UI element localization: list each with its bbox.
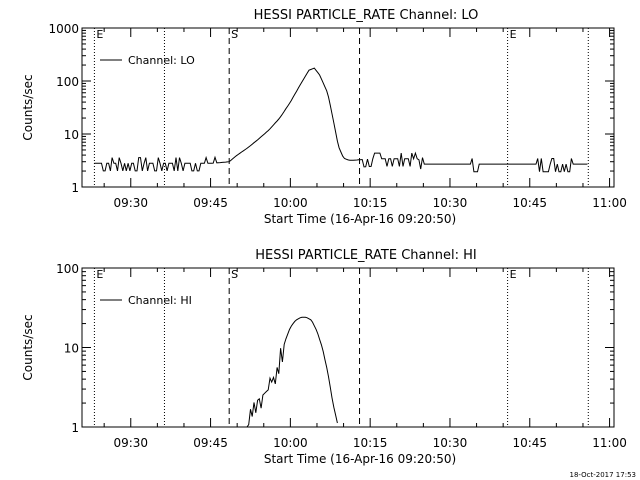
series-line [94,67,588,173]
x-tick-label: 09:45 [193,436,228,450]
x-tick-label: 10:45 [512,436,547,450]
plot-frame [81,27,615,188]
x-axis-label: Start Time (16-Apr-16 09:20:50) [264,212,456,226]
legend-label: Channel: LO [128,54,195,67]
event-marker-label: S [231,28,238,41]
legend-label: Channel: HI [128,294,192,307]
chart-title: HESSI PARTICLE_RATE Channel: LO [254,8,479,23]
x-tick-label: 09:45 [193,196,228,210]
chart-title: HESSI PARTICLE_RATE Channel: HI [255,248,476,263]
x-tick-label: 10:00 [273,436,308,450]
event-marker-label: S [231,268,238,281]
x-tick-label: 09:30 [113,436,148,450]
y-tick-label: 1000 [48,22,79,36]
x-tick-label: 09:30 [113,196,148,210]
y-tick-label: 10 [64,342,79,356]
y-tick-label: 1 [71,181,79,195]
x-tick-label: 10:30 [433,436,468,450]
x-tick-label: 10:45 [512,196,547,210]
x-tick-label: 11:00 [592,196,627,210]
chart-panel-0: HESSI PARTICLE_RATE Channel: LO 1 10 100 100… [21,8,627,226]
x-tick-label: 10:00 [273,196,308,210]
event-marker-label: E [96,28,103,41]
y-tick-label: 1 [71,421,79,435]
chart-panel-1: HESSI PARTICLE_RATE Channel: HI 1 10 100 Cou… [21,248,627,466]
y-axis-label: Counts/sec [21,74,35,140]
x-tick-label: 10:15 [353,196,388,210]
x-tick-label: 11:00 [592,436,627,450]
y-axis-label: Counts/sec [21,314,35,380]
series-line [245,316,338,428]
event-marker-label: E [96,268,103,281]
y-tick-label: 100 [56,75,79,89]
y-tick-label: 100 [56,262,79,276]
plot-frame [81,267,615,428]
timestamp-stamp: 18-Oct-2017 17:53 [569,471,636,479]
y-tick-label: 10 [64,128,79,142]
event-marker-label: E [510,28,517,41]
event-marker-label: E [510,268,517,281]
x-axis-label: Start Time (16-Apr-16 09:20:50) [264,452,456,466]
x-tick-label: 10:15 [353,436,388,450]
x-tick-label: 10:30 [433,196,468,210]
